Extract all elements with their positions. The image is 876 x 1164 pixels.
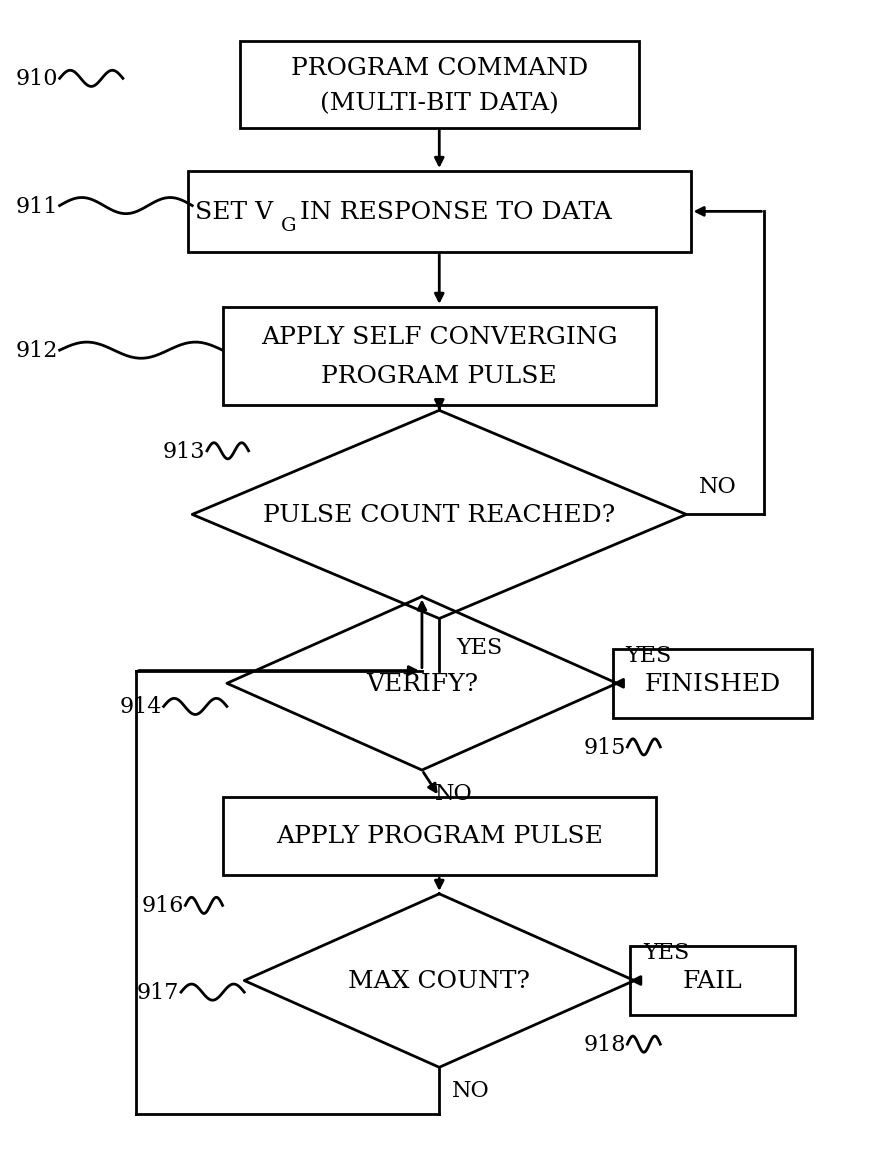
Text: NO: NO (699, 476, 737, 498)
Text: 918: 918 (583, 1034, 625, 1056)
Text: NO: NO (452, 1079, 490, 1101)
Text: FAIL: FAIL (682, 970, 741, 992)
Text: 912: 912 (16, 340, 58, 362)
Text: PULSE COUNT REACHED?: PULSE COUNT REACHED? (263, 504, 615, 526)
Text: 914: 914 (119, 696, 162, 718)
FancyBboxPatch shape (223, 797, 655, 875)
Text: APPLY PROGRAM PULSE: APPLY PROGRAM PULSE (276, 825, 602, 847)
Text: PROGRAM PULSE: PROGRAM PULSE (321, 364, 556, 388)
Text: YES: YES (456, 637, 503, 659)
FancyBboxPatch shape (612, 650, 811, 718)
Text: 911: 911 (16, 196, 58, 218)
Text: VERIFY?: VERIFY? (365, 672, 477, 695)
Text: APPLY SELF CONVERGING: APPLY SELF CONVERGING (261, 326, 617, 348)
FancyBboxPatch shape (240, 42, 638, 128)
Text: YES: YES (642, 942, 689, 964)
Text: 910: 910 (16, 69, 58, 91)
Text: 917: 917 (137, 981, 179, 1003)
Text: YES: YES (625, 645, 671, 666)
FancyBboxPatch shape (223, 307, 655, 406)
Text: FINISHED: FINISHED (644, 672, 780, 695)
Text: (MULTI-BIT DATA): (MULTI-BIT DATA) (320, 92, 558, 115)
FancyBboxPatch shape (187, 172, 690, 253)
Text: 916: 916 (141, 895, 183, 916)
Text: PROGRAM COMMAND: PROGRAM COMMAND (290, 57, 587, 80)
Text: IN RESPONSE TO DATA: IN RESPONSE TO DATA (292, 200, 611, 223)
Text: G: G (280, 217, 296, 235)
Text: NO: NO (434, 782, 472, 804)
Text: SET V: SET V (194, 200, 272, 223)
FancyBboxPatch shape (629, 946, 794, 1015)
Text: MAX COUNT?: MAX COUNT? (348, 970, 530, 992)
Text: 915: 915 (583, 737, 625, 758)
Text: 913: 913 (163, 440, 205, 462)
